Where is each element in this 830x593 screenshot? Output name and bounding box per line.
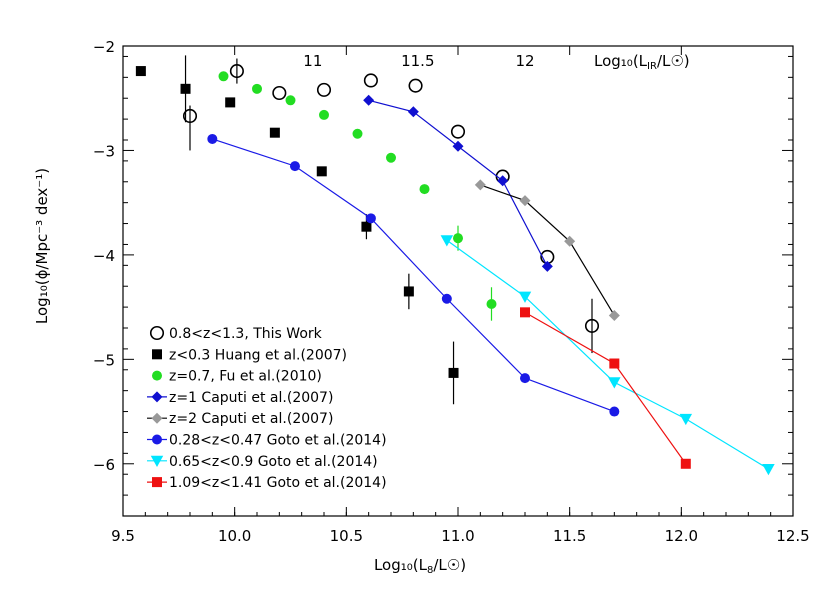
data-point	[608, 309, 620, 321]
data-point	[386, 152, 396, 163]
data-point	[608, 377, 621, 389]
x-tick-label: 12.0	[665, 527, 698, 545]
series-7	[520, 307, 691, 469]
data-point	[207, 133, 218, 144]
data-point	[225, 97, 236, 108]
data-point	[316, 166, 327, 177]
data-point	[520, 373, 530, 384]
y-tick-label: −2	[93, 38, 115, 56]
legend-label: 0.8<z<1.3, This Work	[169, 326, 323, 342]
series-layer	[135, 55, 775, 476]
x-axis-label: Log₁₀(L8/L☉)	[374, 556, 466, 576]
series-5	[207, 133, 620, 417]
data-point	[609, 358, 620, 369]
data-point	[229, 64, 244, 79]
y-axis-label: Log₁₀(ϕ/Mpc⁻³ dex⁻¹)	[33, 168, 51, 324]
data-point	[584, 318, 600, 333]
data-point	[135, 66, 146, 77]
data-point	[365, 213, 376, 224]
data-point	[408, 78, 423, 93]
legend-marker	[152, 434, 162, 445]
x-tick-label: 12.5	[776, 527, 809, 545]
y-tick-label: −6	[93, 456, 115, 474]
data-point	[680, 458, 691, 469]
data-point	[407, 106, 419, 118]
top-tick-label: 11.5	[401, 52, 434, 70]
data-point	[182, 108, 198, 124]
series-6	[440, 235, 775, 476]
axis-ticks: 9.5 10.0 10.5 11.0 11.5 12.0 12.5 −6 −5 −4 −3 −2 11 1…	[93, 38, 810, 545]
data-point	[440, 235, 454, 247]
legend-marker	[151, 391, 163, 403]
top-tick-label: 11	[303, 52, 322, 70]
legend-label: z=0.7, Fu et al.(2010)	[169, 369, 322, 385]
top-axis-label: Log₁₀(LIR/L☉)	[594, 52, 690, 72]
legend-label: 0.65<z<0.9 Goto et al.(2014)	[169, 454, 378, 470]
data-point	[218, 71, 229, 82]
data-point	[679, 413, 693, 426]
data-point	[363, 94, 375, 106]
legend-marker	[152, 370, 162, 381]
x-tick-label: 11.5	[553, 527, 586, 545]
data-point	[403, 286, 414, 297]
data-point	[361, 221, 372, 232]
data-point	[541, 260, 553, 272]
series-2	[218, 71, 497, 321]
series-line	[524, 311, 687, 465]
data-point	[452, 140, 464, 152]
data-point	[441, 293, 452, 304]
y-tick-label: −4	[93, 247, 115, 265]
x-tick-label: 11.0	[441, 527, 474, 545]
data-point	[519, 195, 531, 207]
y-tick-label: −5	[93, 351, 115, 369]
data-point	[289, 161, 300, 172]
legend-label: 1.09<z<1.41 Goto et al.(2014)	[169, 475, 387, 491]
series-3	[363, 94, 553, 272]
data-point	[520, 307, 530, 318]
x-tick-label: 9.5	[111, 527, 135, 545]
data-point	[450, 124, 466, 139]
data-point	[448, 367, 459, 378]
series-0	[182, 58, 600, 354]
data-point	[453, 233, 463, 244]
data-point	[180, 83, 191, 94]
data-point	[285, 95, 296, 106]
data-point	[419, 184, 430, 195]
legend: 0.8<z<1.3, This Work z<0.3 Huang et al.(2…	[147, 325, 387, 491]
legend-label: z<0.3 Huang et al.(2007)	[169, 347, 347, 363]
legend-label: 0.28<z<0.47 Goto et al.(2014)	[169, 433, 387, 449]
y-tick-label: −3	[93, 142, 115, 160]
series-4	[474, 179, 620, 321]
legend-marker	[152, 477, 162, 488]
series-line	[480, 184, 615, 316]
data-point	[609, 406, 620, 417]
data-point	[352, 128, 363, 139]
series-line	[446, 239, 769, 470]
top-tick-label: 12	[515, 52, 534, 70]
data-point	[486, 298, 497, 309]
data-point	[252, 83, 262, 94]
data-point	[518, 291, 532, 303]
data-point	[319, 109, 329, 120]
data-point	[363, 73, 378, 88]
data-point	[564, 235, 576, 247]
data-point	[272, 85, 287, 101]
legend-marker	[149, 325, 165, 341]
legend-label: z=1 Caputi et al.(2007)	[169, 390, 333, 406]
legend-marker	[151, 412, 163, 424]
data-point	[316, 82, 332, 97]
legend-marker	[152, 349, 162, 360]
data-point	[269, 127, 280, 138]
x-tick-label: 10.5	[330, 527, 363, 545]
legend-marker	[150, 455, 164, 468]
series-line	[212, 138, 615, 413]
data-point	[474, 179, 486, 191]
x-tick-label: 10.0	[218, 527, 251, 545]
legend-label: z=2 Caputi et al.(2007)	[169, 411, 333, 427]
data-point	[497, 175, 509, 187]
data-point	[762, 464, 775, 476]
